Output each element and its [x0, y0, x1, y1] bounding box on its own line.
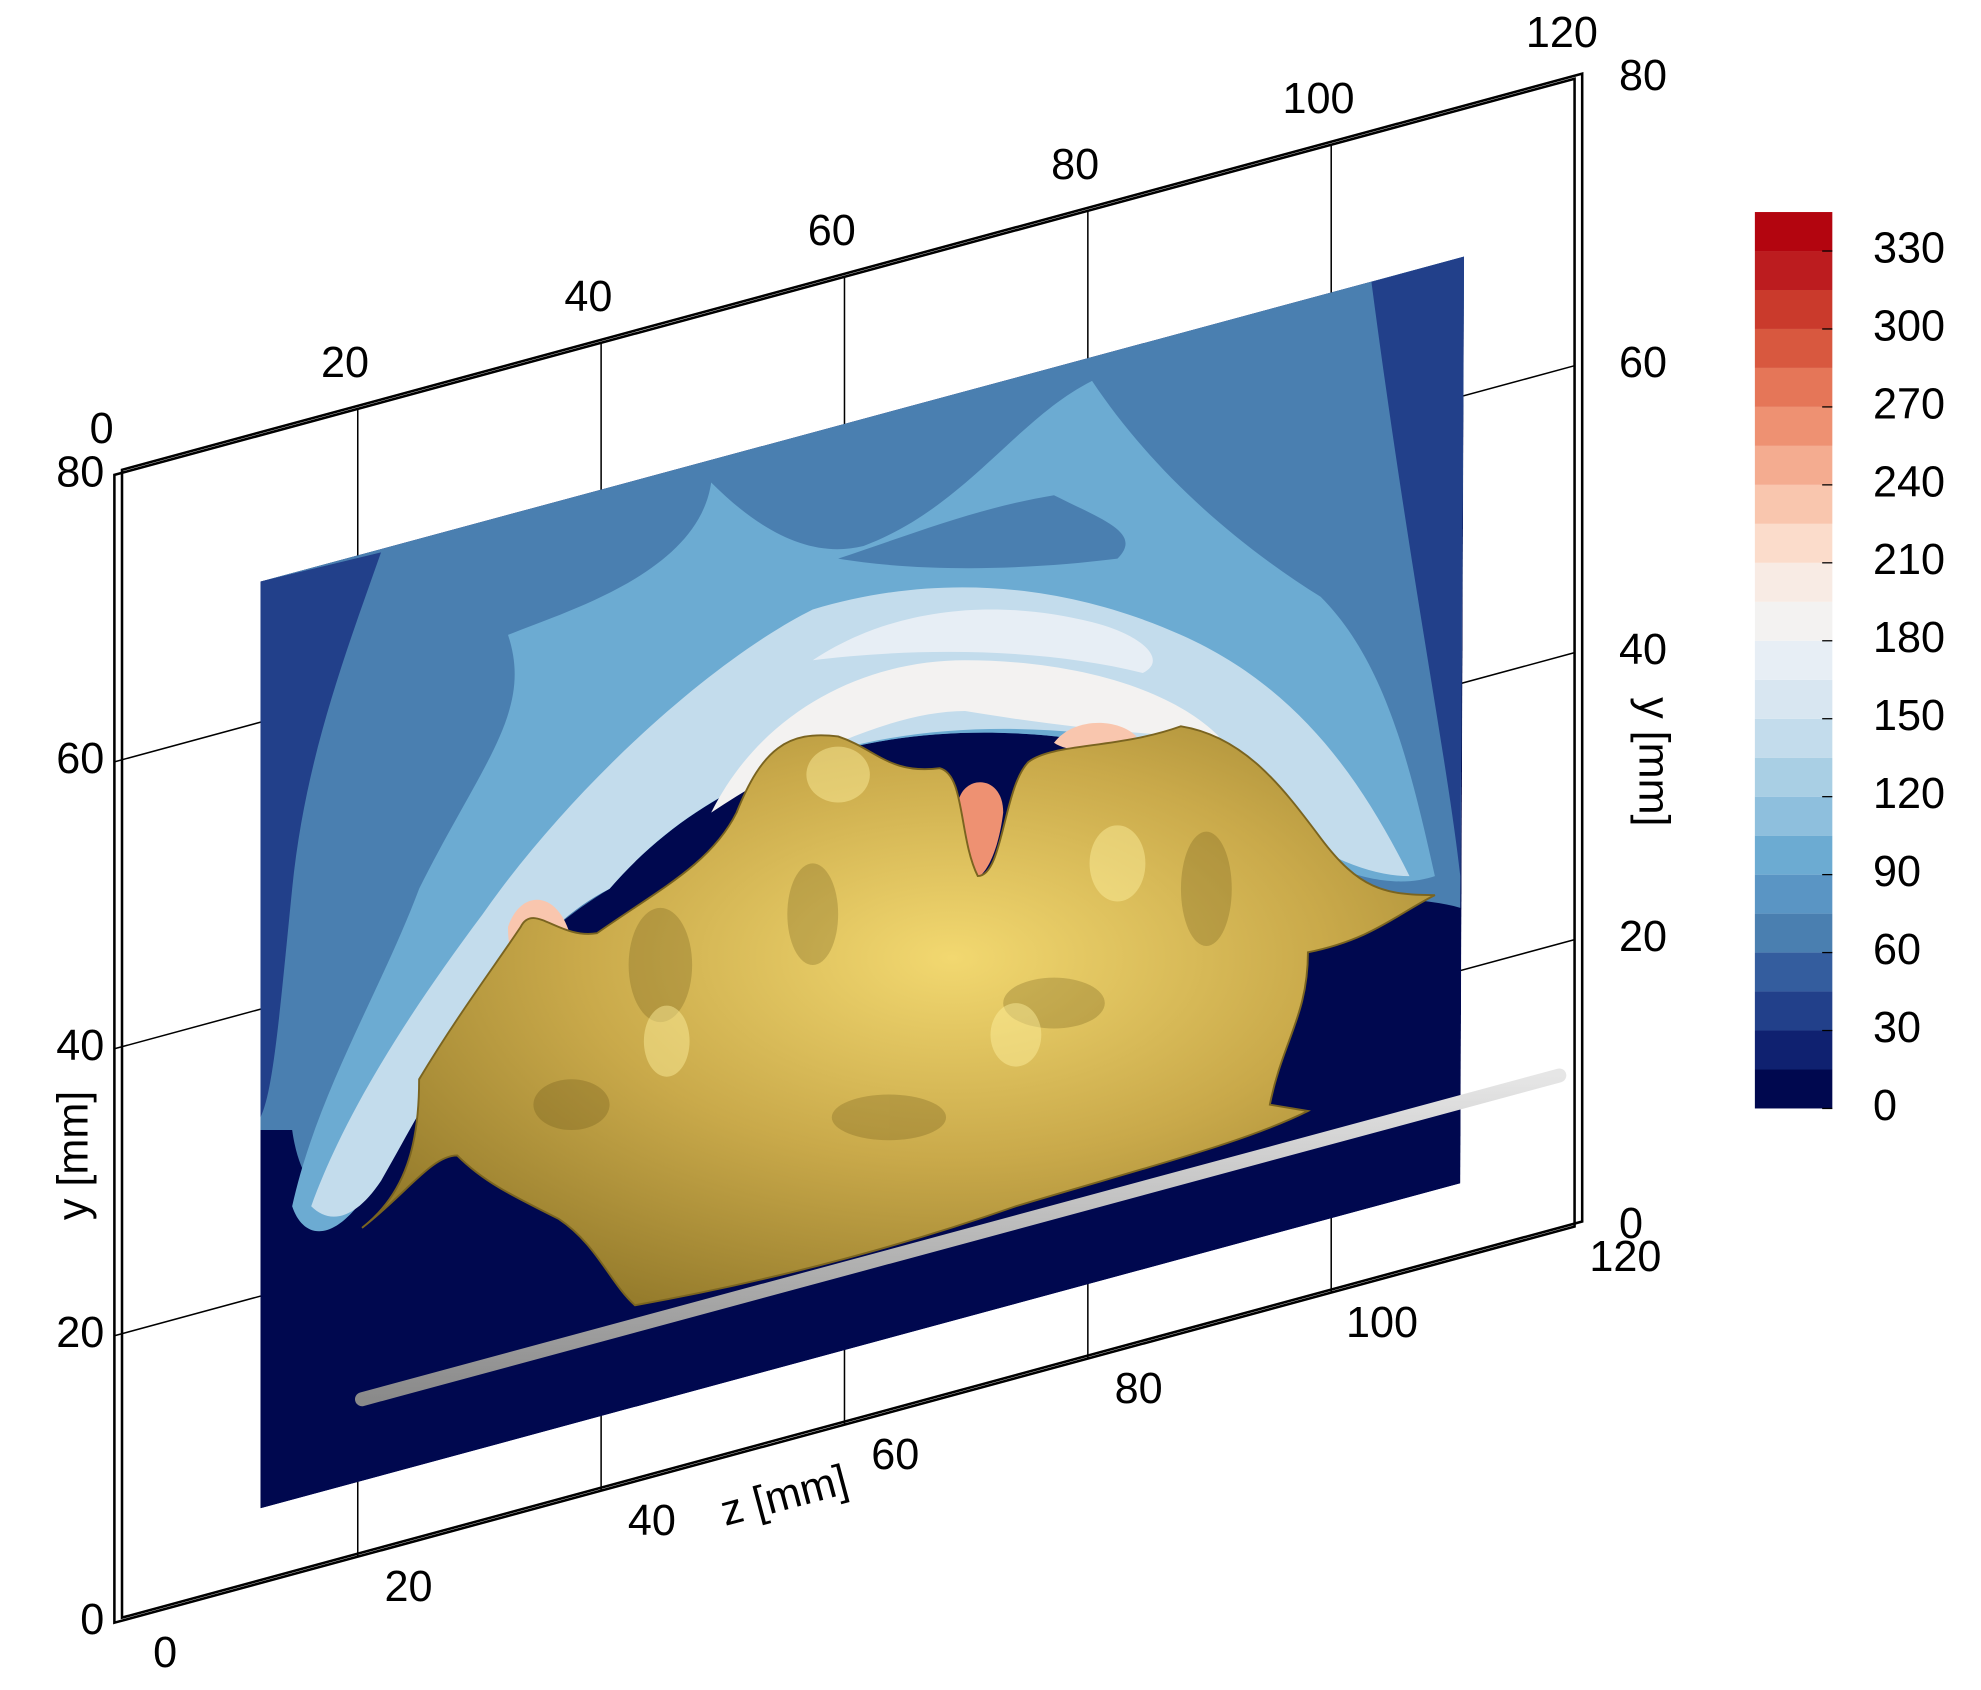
y-tick-label: 80	[56, 448, 104, 496]
colorbar-tick-label: 90	[1873, 848, 1921, 896]
flame-surface	[361, 725, 1436, 1307]
y-tick-label: 40	[1619, 626, 1667, 674]
colorbar-tick-label: 240	[1873, 458, 1945, 506]
colorbar-band	[1754, 289, 1833, 329]
y-tick-label: 0	[80, 1596, 104, 1644]
colorbar-band	[1754, 406, 1833, 446]
grid-line	[114, 77, 1575, 476]
colorbar-band	[1754, 952, 1833, 992]
flame-shading	[533, 831, 1232, 1141]
colorbar-band	[1754, 212, 1833, 252]
colorbar-band	[1754, 835, 1833, 875]
colorbar: 0 30 60 90 120 150 180 210 240 270 300 330	[1754, 212, 1945, 1130]
y-tick-label: 40	[56, 1022, 104, 1070]
z-tick-label: 100	[1283, 75, 1355, 123]
y-axis-label: y [mm]	[1629, 697, 1677, 826]
box-frame	[120, 71, 1584, 1620]
z-tick-label: 40	[564, 273, 612, 321]
colorbar-band	[1754, 1069, 1833, 1109]
z-tick-label: 80	[1051, 141, 1099, 189]
contour-region	[838, 495, 1126, 569]
colorbar-band	[1754, 1030, 1833, 1070]
z-tick-label: 40	[628, 1497, 676, 1545]
colorbar-band	[1754, 718, 1833, 758]
y-tick-label: 60	[56, 735, 104, 783]
colorbar-band	[1754, 251, 1833, 290]
contour-region	[1371, 256, 1465, 877]
flame-highlights	[643, 746, 1146, 1077]
y-axis-label: y [mm]	[50, 1091, 98, 1220]
colorbar-tick-label: 300	[1873, 302, 1945, 350]
colorbar-band	[1754, 991, 1833, 1031]
contour-region	[812, 609, 1153, 673]
colorbar-tick-label: 150	[1873, 692, 1945, 740]
colorbar-tick-label: 60	[1873, 926, 1921, 974]
z-tick-label: 20	[321, 339, 369, 387]
contour-region	[711, 660, 1220, 813]
colorbar-band	[1754, 640, 1833, 680]
y-tick-label: 60	[1619, 339, 1667, 387]
colorbar-band	[1754, 445, 1833, 485]
z-tick-label: 60	[871, 1431, 919, 1479]
colorbar-band	[1754, 523, 1833, 563]
z-tick-label: 60	[808, 207, 856, 255]
y-tick-label: 20	[56, 1309, 104, 1357]
colorbar-band	[1754, 913, 1833, 953]
z-axis-label: z [mm]	[715, 1456, 852, 1536]
rod	[355, 1068, 1567, 1407]
colorbar-band	[1754, 679, 1833, 719]
y-tick-label: 80	[1619, 52, 1667, 100]
colorbar-tick-label: 270	[1873, 380, 1945, 428]
contour-region	[292, 380, 1435, 1232]
colorbar-band	[1754, 601, 1833, 641]
grid-line	[114, 1225, 1575, 1624]
z-tick-label: 80	[1115, 1365, 1163, 1413]
y-tick-label: 20	[1619, 913, 1667, 961]
z-tick-label: 120	[1589, 1233, 1661, 1281]
colorbar-tick-label: 180	[1873, 614, 1945, 662]
colorbar-tick-label: 0	[1873, 1082, 1897, 1130]
colorbar-band	[1754, 367, 1833, 407]
z-tick-label: 0	[153, 1629, 177, 1677]
z-tick-label: 100	[1346, 1299, 1418, 1347]
colorbar-band	[1754, 484, 1833, 524]
y-tick-label: 0	[1619, 1200, 1643, 1248]
z-tick-label: 120	[1526, 9, 1598, 57]
contour-region	[260, 552, 382, 1118]
colorbar-tick-label: 210	[1873, 536, 1945, 584]
colorbar-tick-label: 120	[1873, 770, 1945, 818]
colorbar-band	[1754, 874, 1833, 914]
colorbar-band	[1754, 796, 1833, 836]
colorbar-tick-label: 330	[1873, 224, 1945, 272]
colorbar-band	[1754, 562, 1833, 602]
axis-labels: 0020204040606080801001001201200020204040…	[50, 9, 1678, 1677]
colorbar-tick-label: 30	[1873, 1004, 1921, 1052]
colorbar-band	[1754, 328, 1833, 368]
colorbar-band	[1754, 757, 1833, 797]
z-tick-label: 20	[385, 1563, 433, 1611]
z-tick-label: 0	[90, 405, 114, 453]
